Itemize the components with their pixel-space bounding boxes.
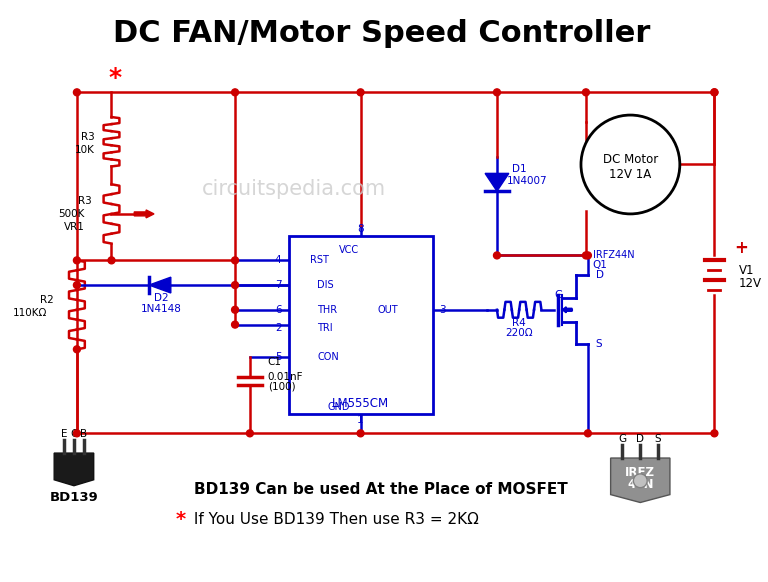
Circle shape	[232, 306, 239, 313]
Polygon shape	[485, 173, 509, 191]
Text: IRFZ44N: IRFZ44N	[593, 250, 634, 260]
Circle shape	[74, 89, 81, 96]
FancyArrow shape	[562, 307, 572, 313]
Text: DC FAN/Motor Speed Controller: DC FAN/Motor Speed Controller	[113, 19, 650, 48]
Text: G: G	[618, 434, 627, 444]
Circle shape	[494, 252, 501, 259]
Text: BD139 Can be used At the Place of MOSFET: BD139 Can be used At the Place of MOSFET	[194, 482, 568, 497]
Text: 110KΩ: 110KΩ	[13, 308, 48, 318]
Text: D: D	[596, 270, 604, 280]
Text: VCC: VCC	[339, 246, 359, 255]
Circle shape	[74, 282, 81, 289]
Text: 6: 6	[275, 305, 282, 315]
Bar	[290, 236, 432, 414]
Text: V1: V1	[739, 264, 755, 277]
Text: *: *	[176, 510, 186, 529]
Polygon shape	[55, 453, 94, 486]
Circle shape	[711, 430, 718, 436]
Text: R3: R3	[81, 132, 94, 142]
Text: TRI: TRI	[317, 322, 333, 332]
Circle shape	[357, 89, 364, 96]
Text: 5: 5	[275, 352, 282, 362]
Circle shape	[108, 257, 115, 264]
Circle shape	[232, 282, 239, 289]
Circle shape	[247, 430, 253, 436]
Circle shape	[584, 252, 591, 259]
Circle shape	[584, 430, 591, 436]
Text: DIS: DIS	[317, 280, 334, 290]
Circle shape	[74, 257, 81, 264]
Text: S: S	[596, 339, 602, 349]
Text: If You Use BD139 Then use R3 = 2KΩ: If You Use BD139 Then use R3 = 2KΩ	[189, 512, 478, 527]
Text: 1N4007: 1N4007	[507, 176, 548, 186]
Text: 12V 1A: 12V 1A	[609, 168, 651, 181]
Text: RST: RST	[310, 255, 329, 265]
Text: 4: 4	[275, 255, 282, 265]
Circle shape	[494, 89, 501, 96]
Text: D1: D1	[511, 165, 526, 175]
Polygon shape	[611, 458, 670, 502]
Text: LM555CM: LM555CM	[332, 397, 389, 410]
Circle shape	[74, 430, 81, 436]
Text: *: *	[109, 66, 122, 90]
Text: DC Motor: DC Motor	[603, 153, 658, 166]
Circle shape	[232, 89, 239, 96]
Circle shape	[711, 89, 718, 96]
Text: 7: 7	[275, 280, 282, 290]
Text: THR: THR	[317, 305, 337, 315]
Circle shape	[74, 346, 81, 353]
FancyArrow shape	[134, 210, 154, 218]
Circle shape	[357, 430, 364, 436]
Text: 44N: 44N	[627, 478, 654, 491]
Circle shape	[232, 321, 239, 328]
Text: 2: 2	[275, 322, 282, 332]
Text: D: D	[636, 434, 644, 444]
Circle shape	[232, 257, 239, 264]
Text: 8: 8	[357, 223, 364, 234]
Text: (100): (100)	[268, 382, 295, 392]
Text: 0.01nF: 0.01nF	[268, 372, 303, 382]
Circle shape	[582, 252, 589, 259]
Text: D2: D2	[154, 293, 168, 303]
Text: R2: R2	[41, 295, 55, 305]
Text: +: +	[734, 240, 748, 257]
Text: B: B	[81, 430, 88, 439]
Text: R3: R3	[78, 196, 91, 206]
Text: 1: 1	[357, 416, 364, 425]
Text: C1: C1	[268, 357, 282, 367]
Text: CON: CON	[317, 352, 339, 362]
Circle shape	[711, 89, 718, 96]
Text: 220Ω: 220Ω	[505, 328, 532, 338]
Text: 500K: 500K	[58, 209, 84, 219]
Text: G: G	[554, 290, 562, 300]
Text: Q1: Q1	[593, 260, 607, 270]
Text: 10K: 10K	[74, 145, 94, 155]
Circle shape	[582, 89, 589, 96]
Polygon shape	[149, 277, 170, 293]
Circle shape	[581, 115, 680, 214]
Text: GND: GND	[328, 402, 350, 411]
Text: C: C	[70, 430, 78, 439]
Text: circuitspedia.com: circuitspedia.com	[202, 179, 386, 199]
Text: 3: 3	[439, 305, 446, 315]
Text: 12V: 12V	[739, 276, 762, 290]
Text: BD139: BD139	[50, 491, 98, 504]
Text: VR1: VR1	[64, 222, 84, 232]
Circle shape	[634, 474, 647, 488]
Text: IRFZ: IRFZ	[625, 466, 655, 480]
Text: E: E	[61, 430, 68, 439]
Text: OUT: OUT	[378, 305, 398, 315]
Text: S: S	[655, 434, 661, 444]
Text: R4: R4	[511, 318, 525, 328]
Text: 1N4148: 1N4148	[141, 304, 181, 314]
